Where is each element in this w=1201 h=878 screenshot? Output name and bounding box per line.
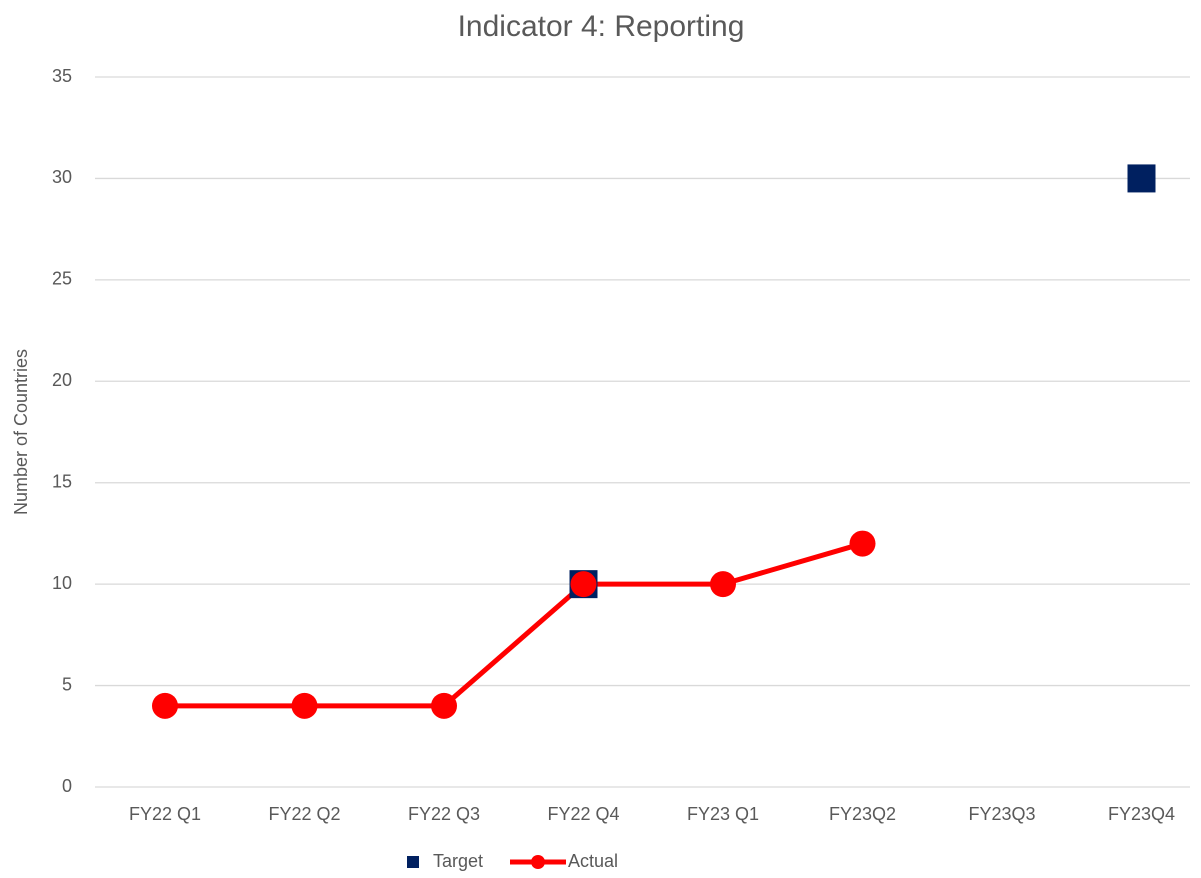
y-tick-label: 30	[52, 167, 72, 187]
legend-marker	[531, 855, 545, 869]
x-tick-label: FY22 Q1	[129, 804, 201, 824]
y-axis-label: Number of Countries	[11, 349, 31, 515]
y-tick-label: 35	[52, 66, 72, 86]
y-tick-label: 0	[62, 776, 72, 796]
marker	[1127, 164, 1156, 193]
legend-label: Actual	[568, 851, 618, 871]
x-tick-label: FY23Q3	[968, 804, 1035, 824]
y-tick-label: 5	[62, 674, 72, 694]
marker	[291, 692, 318, 719]
legend-label: Target	[433, 851, 483, 871]
x-tick-label: FY22 Q4	[547, 804, 619, 824]
marker	[849, 530, 876, 557]
x-tick-label: FY23Q4	[1108, 804, 1175, 824]
series-line	[165, 541, 864, 709]
x-tick-label: FY22 Q2	[268, 804, 340, 824]
x-tick-label: FY23Q2	[829, 804, 896, 824]
marker	[710, 571, 736, 598]
y-tick-label: 20	[52, 370, 72, 390]
marker	[152, 692, 178, 719]
x-tick-label: FY23 Q1	[687, 804, 759, 824]
x-tick-label: FY22 Q3	[408, 804, 480, 824]
marker	[431, 692, 457, 719]
legend-marker	[407, 856, 419, 868]
y-tick-label: 15	[52, 471, 72, 491]
y-tick-label: 10	[52, 573, 72, 593]
y-tick-label: 25	[52, 269, 72, 289]
chart-title: Indicator 4: Reporting	[458, 10, 745, 43]
marker	[570, 571, 597, 598]
